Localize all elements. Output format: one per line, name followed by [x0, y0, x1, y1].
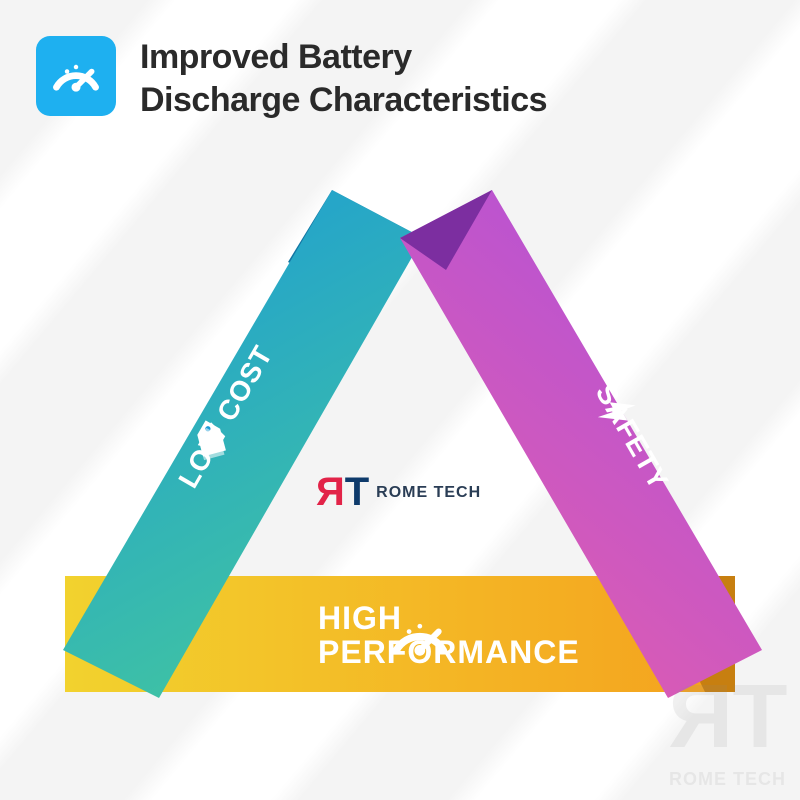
triangle-infographic: HIGH PERFORMANCE	[0, 170, 800, 800]
rt-text: ROME TECH	[376, 484, 481, 502]
page-title: Improved Battery Discharge Characteristi…	[140, 36, 547, 121]
gauge-icon-box	[36, 36, 116, 116]
rt-mark: RT	[319, 470, 366, 515]
center-logo: RT ROME TECH	[319, 470, 481, 515]
gauge-icon	[48, 48, 104, 104]
header: Improved Battery Discharge Characteristi…	[36, 36, 547, 121]
ribbon-safety: SAFETY	[400, 190, 762, 700]
title-line2: Discharge Characteristics	[140, 79, 547, 122]
title-line1: Improved Battery	[140, 36, 547, 79]
ribbon-low-cost: LOW COST	[63, 190, 423, 700]
